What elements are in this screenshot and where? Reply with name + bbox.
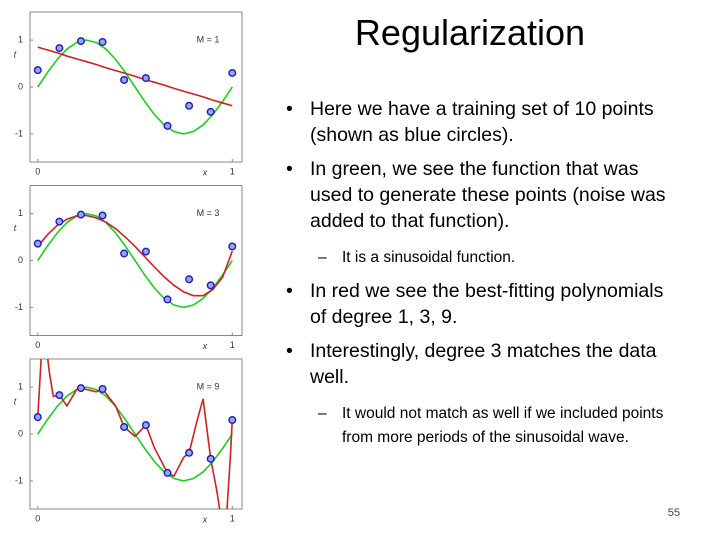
data-point xyxy=(206,107,215,116)
bullet: Here we have a training set of 10 points… xyxy=(282,96,682,148)
data-point xyxy=(55,391,64,400)
data-point xyxy=(163,295,172,304)
data-point xyxy=(141,421,150,430)
data-point xyxy=(228,242,237,251)
chart: -1 0 1 0 1 x t M = 3 xyxy=(14,185,243,351)
data-point xyxy=(206,454,215,463)
y-tick-label: 0 xyxy=(18,81,23,91)
data-point xyxy=(185,275,194,284)
data-point xyxy=(55,217,64,226)
data-point xyxy=(76,384,85,393)
data-point xyxy=(98,211,107,220)
data-point xyxy=(33,66,42,75)
x-axis-label: x xyxy=(202,341,208,351)
bullet: In green, we see the function that was u… xyxy=(282,156,682,234)
data-point xyxy=(76,210,85,219)
y-axis-label: t xyxy=(14,223,17,233)
y-tick-label: -1 xyxy=(15,128,23,138)
data-point xyxy=(120,249,129,258)
bullet: In red we see the best-fitting polynomia… xyxy=(282,278,682,330)
plot-frame xyxy=(29,185,243,336)
plot-area xyxy=(37,212,234,309)
data-point xyxy=(33,239,42,248)
data-point xyxy=(141,247,150,256)
x-axis-label: x xyxy=(202,167,208,177)
x-tick-label: 0 xyxy=(35,166,40,176)
annotation: M = 1 xyxy=(197,34,220,44)
data-point xyxy=(33,413,42,422)
x-tick-label: 0 xyxy=(35,340,40,350)
y-tick-label: 1 xyxy=(18,35,23,45)
sub-bullet: It is a sinusoidal function. xyxy=(282,246,682,270)
chart: -1 0 1 0 1 x t M = 1 xyxy=(14,11,243,177)
x-tick-label: 1 xyxy=(230,166,235,176)
plot-frame xyxy=(29,11,243,163)
sub-bullet: It would not match as well if we include… xyxy=(282,402,682,450)
slide-title: Regularization xyxy=(354,12,586,53)
plot-frame xyxy=(29,358,243,510)
x-tick-label: 1 xyxy=(230,340,235,350)
data-point xyxy=(185,101,194,110)
x-tick-label: 1 xyxy=(230,513,235,523)
y-tick-label: 1 xyxy=(18,382,23,392)
data-point xyxy=(185,448,194,457)
data-point xyxy=(163,468,172,477)
data-point xyxy=(98,385,107,394)
data-point xyxy=(228,415,237,424)
plot-area xyxy=(37,39,233,135)
data-point xyxy=(163,121,172,130)
data-point xyxy=(120,422,129,431)
data-point xyxy=(141,74,150,83)
curve xyxy=(37,386,233,482)
y-tick-label: 0 xyxy=(18,428,23,438)
data-point xyxy=(228,68,237,77)
x-tick-label: 0 xyxy=(35,513,40,523)
annotation: M = 3 xyxy=(197,208,220,218)
data-point xyxy=(206,281,215,290)
curve xyxy=(37,46,233,107)
curve xyxy=(37,214,234,297)
data-point xyxy=(120,75,129,84)
bullet: Interestingly, degree 3 matches the data… xyxy=(282,338,682,390)
curve xyxy=(37,212,233,309)
x-axis-label: x xyxy=(202,514,208,524)
bullet-list: Here we have a training set of 10 points… xyxy=(282,88,682,454)
y-axis-label: t xyxy=(14,49,17,59)
chart: -1 0 1 0 1 x t M = 9 xyxy=(14,358,243,524)
y-tick-label: -1 xyxy=(15,475,23,485)
annotation: M = 9 xyxy=(197,381,220,391)
y-tick-label: -1 xyxy=(15,302,23,312)
page-number: 55 xyxy=(667,507,680,519)
y-axis-label: t xyxy=(14,396,17,406)
data-point xyxy=(76,37,85,46)
curve xyxy=(37,39,233,135)
data-point xyxy=(55,44,64,53)
y-tick-label: 1 xyxy=(18,208,23,218)
data-point xyxy=(98,38,107,47)
y-tick-label: 0 xyxy=(18,255,23,265)
